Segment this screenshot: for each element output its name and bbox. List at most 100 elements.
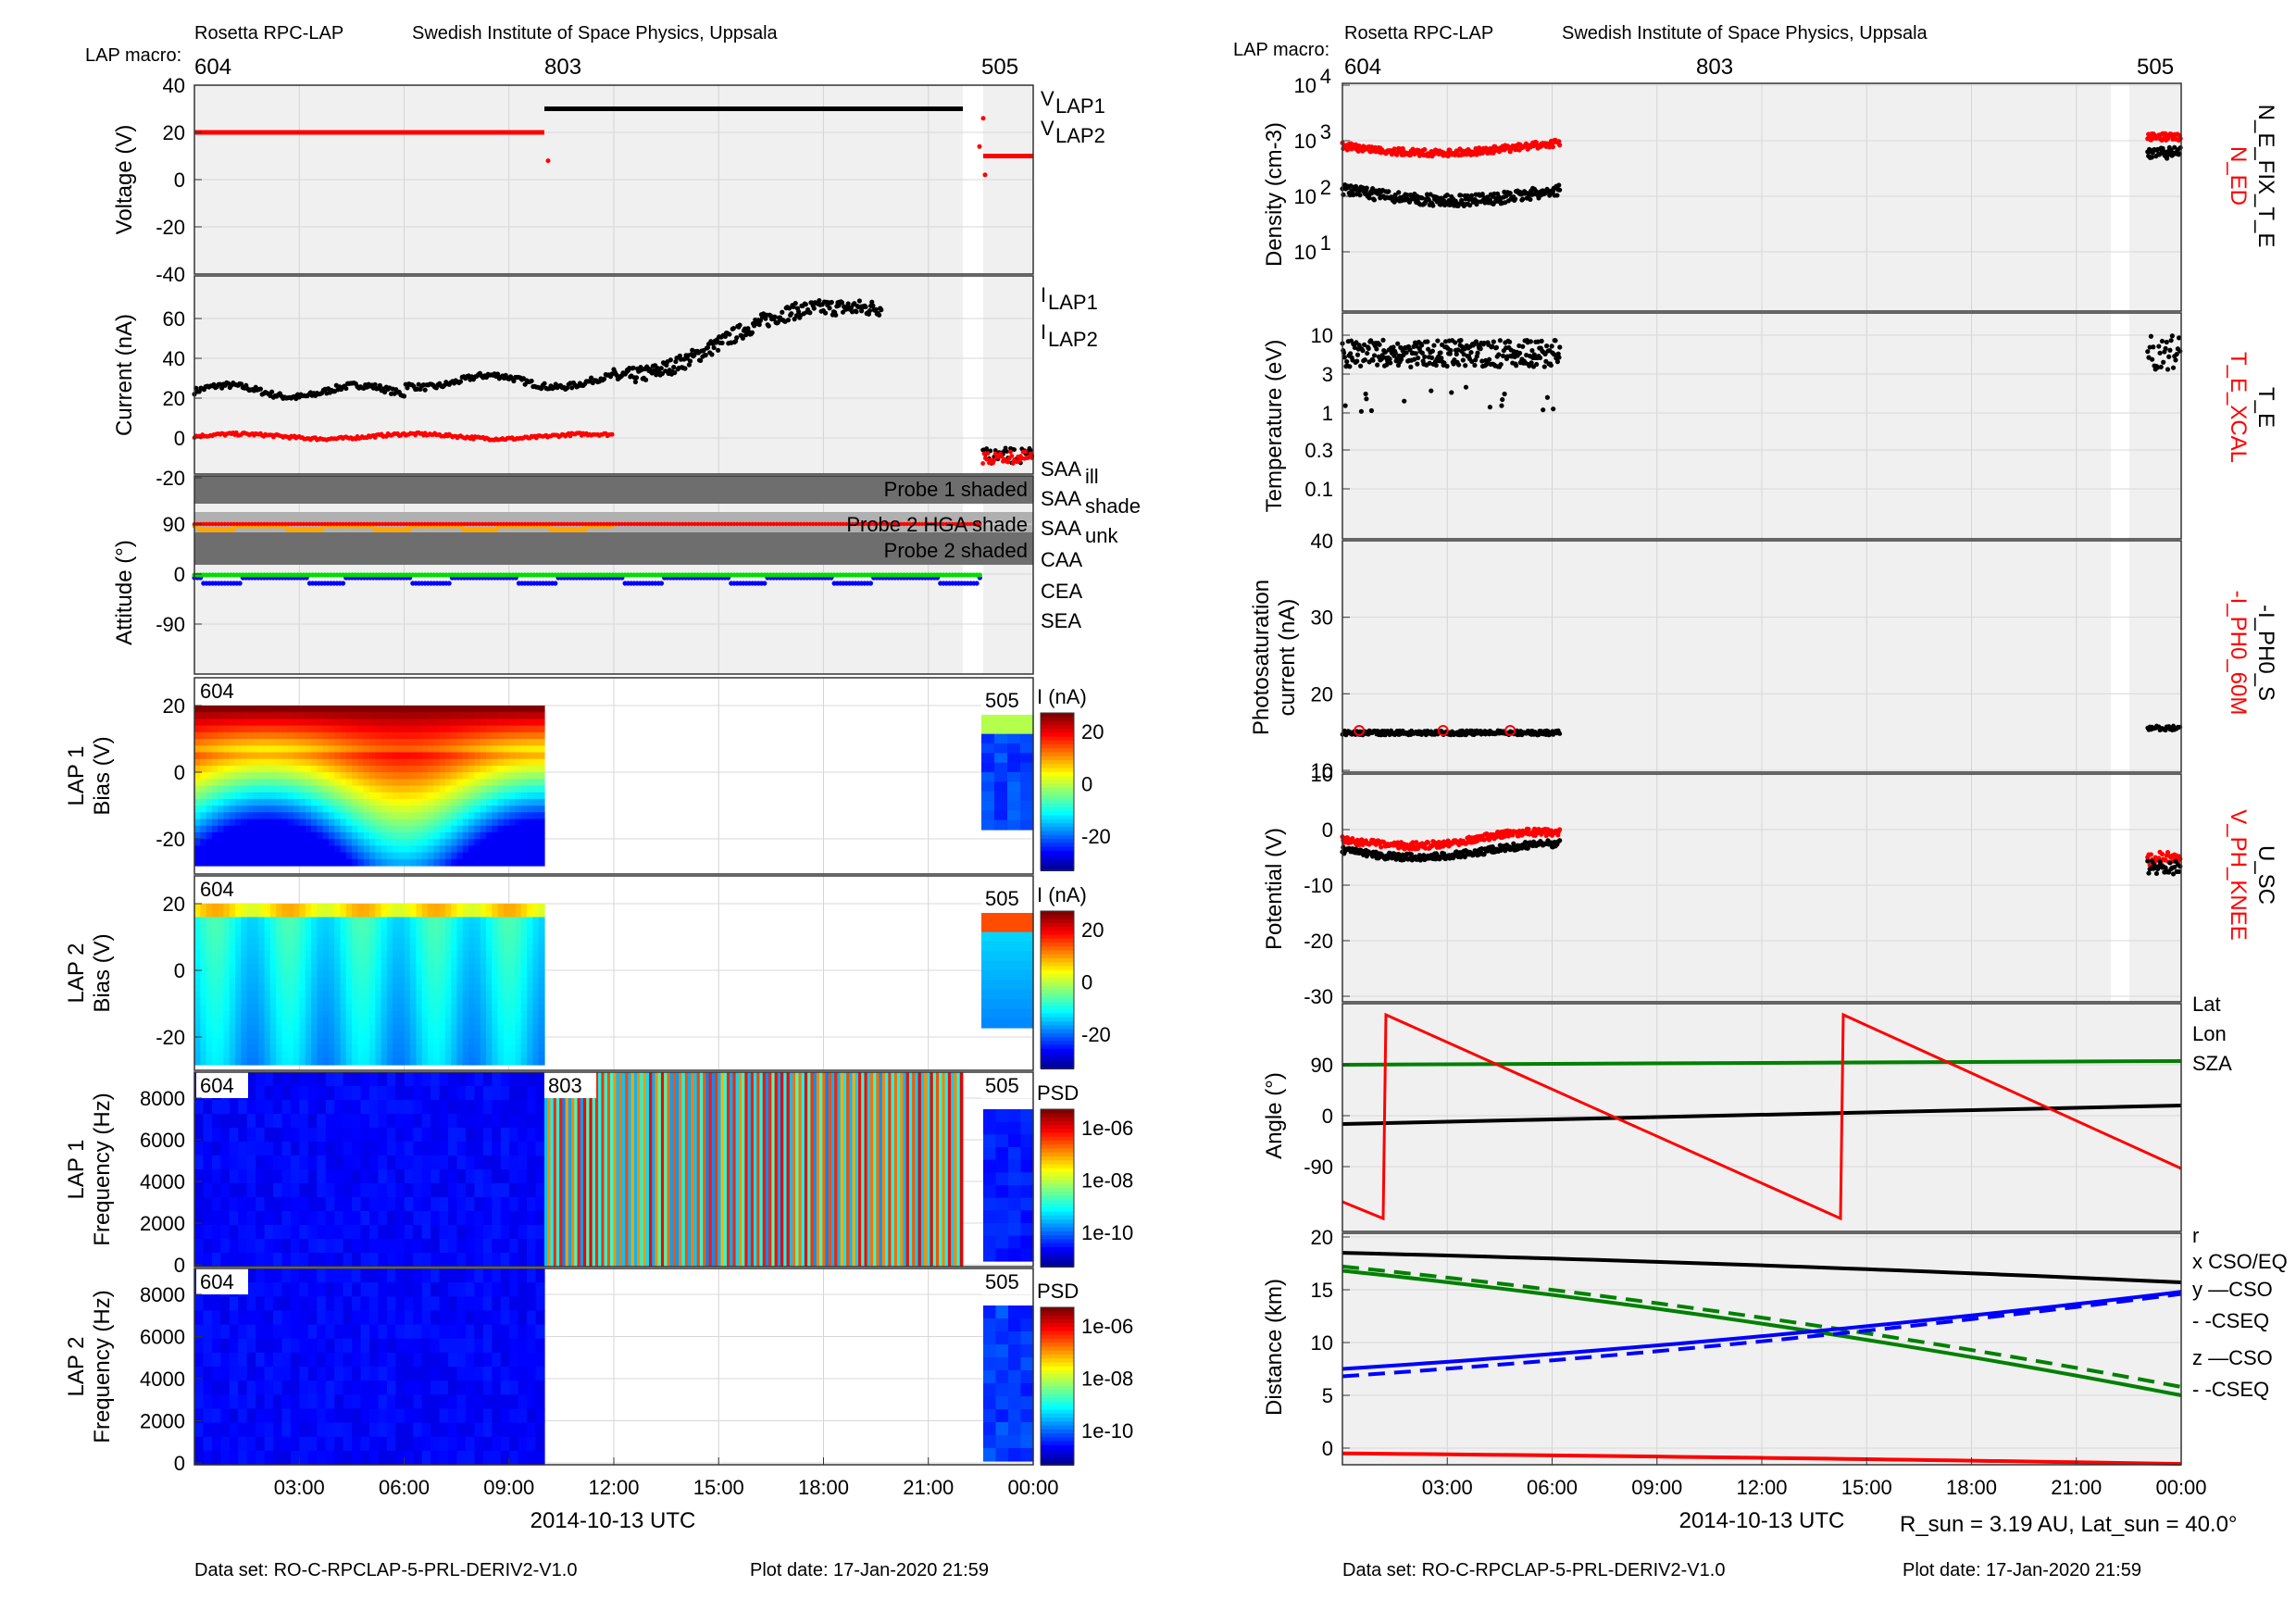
lap2-bias-cell [386, 943, 393, 952]
lap2-bias-cell [497, 950, 505, 958]
lap1-bias-cell [235, 725, 242, 733]
ilap2-505-point [985, 451, 991, 456]
lap2-bias-cell [258, 964, 266, 972]
lap2-bias-cell [503, 1004, 510, 1012]
lap1-bias-cell [538, 845, 545, 854]
lap2-bias-cell [369, 991, 376, 999]
saa-ill-point [907, 521, 913, 527]
lap1-bias-cell [497, 798, 505, 806]
lap2-bias-cell [352, 917, 358, 925]
lap1-bias-cell [200, 739, 207, 746]
lap1-bias-cell [229, 758, 236, 767]
lap2-bias-cell [276, 910, 283, 918]
lap2-bias-cell [322, 1024, 330, 1032]
lap2-bias-cell [218, 937, 225, 945]
lap1-bias-cell [229, 772, 236, 780]
lap1-bias-cell [299, 712, 306, 720]
saa-ill-point [559, 521, 564, 527]
lap1-bias-cell [416, 779, 423, 787]
lap1-bias-cell [229, 798, 236, 806]
lap2-bias-cell [492, 957, 499, 965]
lap2-bias-cell [264, 1031, 271, 1039]
lap2-bias-cell [305, 970, 312, 979]
lap2-bias-cell [322, 1044, 330, 1053]
cea-point [977, 572, 982, 578]
lap2-bias-cell [381, 957, 388, 965]
lap1-bias-cell [200, 779, 207, 787]
lap1-bias-cell [456, 706, 464, 713]
lap1-bias-cell [428, 845, 434, 854]
lap2-bias-cell [451, 917, 458, 925]
lap2-bias-cell [253, 950, 259, 958]
lap2-bias-cell [340, 964, 347, 972]
lap2-bias-cell [352, 931, 358, 938]
lap2-bias-cell [229, 910, 236, 918]
saa-ill-point [395, 521, 400, 527]
lap1-bias-cell [404, 745, 411, 754]
lap1-bias-cell [486, 758, 493, 767]
lap2-bias-cell [410, 977, 417, 985]
lap1-bias-cell [532, 812, 540, 820]
lap2-bias-cell [340, 923, 347, 931]
lap1-bias-505-cell [1020, 791, 1034, 802]
lap1-bias-cell [428, 792, 434, 800]
lap1-bias-cell [381, 725, 388, 733]
lap2-bias-cell [229, 977, 236, 985]
lap1-bias-cell [235, 765, 242, 773]
lap1-bias-cell [328, 852, 335, 860]
saa-ill-point [729, 521, 733, 527]
lap2-bias-cell [206, 1018, 213, 1026]
lap1-bias-cell [462, 792, 469, 800]
lap2-bias-cell [211, 991, 218, 999]
lap2-bias-cell [334, 1011, 342, 1018]
lap2-bias-cell [416, 931, 423, 938]
lap2-bias-cell [200, 1018, 207, 1026]
lap2-bias-cell [311, 1051, 318, 1059]
lap2-bias-cell [246, 997, 254, 1006]
lap1-bias-cell [334, 845, 342, 854]
lap1-bias-cell [474, 739, 481, 746]
lap1-bias-cell [439, 818, 446, 827]
lap2-bias-cell [223, 943, 231, 952]
lap2-bias-cell [246, 1038, 254, 1045]
lap1-bias-cell [258, 779, 266, 787]
lap2-bias-cell [223, 1044, 231, 1053]
lap2-bias-cell [462, 1018, 469, 1026]
lap2-bias-cell [428, 964, 434, 972]
lap1-bias-cell [305, 779, 312, 787]
lap1-bias-cell [229, 745, 236, 754]
lap2-bias-cell [235, 917, 242, 925]
lap2-bias-cell [322, 997, 330, 1006]
lap2-bias-cell [241, 917, 248, 925]
lap2-bias-cell [264, 1057, 271, 1066]
lap2-bias-cell [305, 1044, 312, 1053]
lap2-bias-cell [258, 931, 266, 938]
saa-ill-point [917, 521, 922, 527]
lap2-bias-cell [486, 957, 493, 965]
lap2-bias-cell [492, 904, 499, 911]
lap2-bias-cell [287, 970, 294, 979]
lap2-bias-cell [194, 997, 201, 1006]
saa-ill-point [313, 521, 318, 527]
lap2-bias-cell [322, 1018, 330, 1026]
lap1-bias-cell [258, 806, 266, 813]
lap1-bias-cell [200, 839, 207, 846]
saa-ill-point [289, 521, 294, 527]
lap1-bias-cell [393, 858, 400, 867]
lap1-bias-cell [497, 818, 505, 827]
lap2-bias-cell [357, 1004, 365, 1012]
lap1-bias-cell [444, 712, 452, 720]
saa-ill-point [726, 521, 730, 527]
lap1-bias-cell [352, 752, 358, 760]
lap2-bias-cell [375, 1011, 382, 1018]
lap2-bias-cell [520, 1024, 528, 1032]
lap1-bias-cell [428, 785, 434, 793]
lap1-bias-cell [200, 825, 207, 833]
lap1-bias-cell [235, 718, 242, 727]
lap2-bias-cell [468, 964, 475, 972]
ilap1-point [780, 309, 785, 315]
lap1-bias-cell [317, 858, 324, 867]
lap2-bias-cell [451, 1011, 458, 1018]
lap2-bias-cell [328, 950, 335, 958]
lap1-bias-cell [299, 798, 306, 806]
